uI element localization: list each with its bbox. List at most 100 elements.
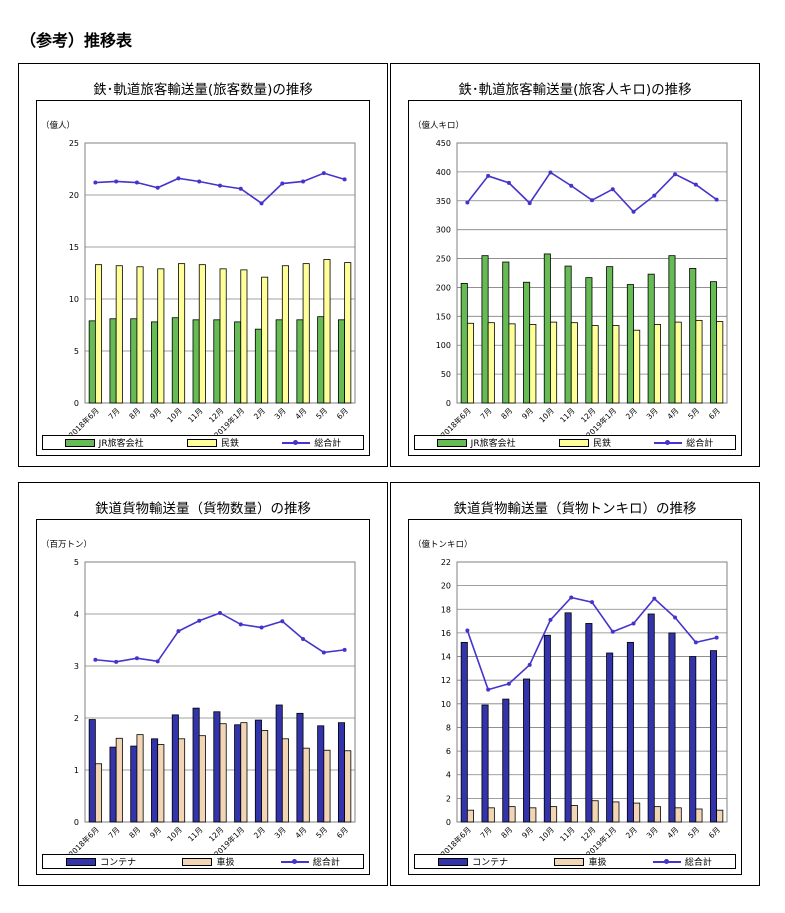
line-point [610,629,615,634]
y-tick-label: 450 [436,139,451,148]
line-point [114,179,119,184]
line-point [590,600,594,605]
legend-swatch [66,857,97,866]
x-tick-label: 11月 [558,825,576,843]
series-line [466,171,718,213]
bar [585,623,593,823]
x-tick-label: 3月 [273,825,288,840]
line-point [321,171,326,176]
bar [323,259,331,404]
bar [508,323,516,404]
line-point [197,618,202,623]
bar [94,264,103,404]
bar [689,656,697,823]
line-point [610,187,615,192]
x-tick-label: 9月 [520,406,535,421]
bar [674,807,682,823]
chart-title: 鉄･軌道旅客輸送量(旅客人キロ)の推移 [458,82,692,98]
y-tick-label: 100 [436,341,451,350]
x-tick-label: 2月 [252,406,267,421]
y-tick-label: 10 [69,295,79,304]
bar [130,745,138,823]
plot-area: （億人） 0 5 10 15 20 25 2018年6月 7月 8月 9月 10月 11月 12月 2019… [36,100,370,456]
line-point [238,622,243,627]
bar [570,322,578,404]
x-tick-label: 10月 [165,406,183,424]
line-point [155,185,160,190]
y-tick-label: 2 [446,794,451,803]
x-tick-label: 3月 [645,406,660,421]
x-tick-label: 6月 [335,406,350,421]
legend-item: JR旅客会社 [64,436,144,449]
bar [151,738,159,823]
series-line [95,612,345,663]
bar [302,747,310,823]
plot-area: （億トンキロ） 0 2 4 6 8 10 12 14 16 18 20 22 2018年6月 7月 8月 9月 1… [408,519,742,875]
legend-item: 車扱 [554,855,607,868]
line-point [569,183,574,188]
bar [198,735,206,823]
y-tick-label: 0 [74,818,79,827]
x-tick-label: 8月 [499,825,514,840]
bar [281,738,289,823]
y-tick-label: 150 [436,312,451,321]
y-tick-label: 0 [74,399,79,408]
line-point [631,621,636,626]
y-tick-label: 10 [441,700,451,709]
line-point [176,629,181,634]
chart-title: 鉄･軌道旅客輸送量(旅客数量)の推移 [93,82,313,98]
legend-swatch [438,857,469,866]
legend-item: 総合計 [652,855,712,868]
line-point [93,657,98,662]
chart-title: 鉄道貨物輸送量（貨物数量）の推移 [95,501,311,517]
bar [585,277,593,404]
x-tick-label: 9月 [148,406,163,421]
line-point [280,619,285,624]
legend-label: 民鉄 [592,439,611,449]
line-point [486,687,491,692]
bar [317,316,325,404]
y-tick-label: 14 [441,653,451,662]
legend-label: コンテナ [100,858,137,868]
line-point [280,181,285,186]
bar [281,265,289,404]
legend: JR旅客会社 民鉄 総合計 [42,435,364,450]
line-point [548,617,553,622]
x-tick-label: 5月 [314,406,329,421]
line-point [527,201,532,206]
bar [668,255,676,404]
bar [240,269,248,404]
bar [234,724,242,823]
line-point [176,176,181,181]
bar [466,322,475,404]
bar [261,276,269,404]
y-tick-label: 1 [74,766,79,775]
bar [647,273,655,404]
legend-label: 総合計 [684,858,712,868]
x-tick-label: 10月 [165,825,183,843]
x-tick-label: 11月 [186,406,204,424]
bar [612,801,620,823]
bar [591,325,599,404]
line-point [134,656,139,661]
chart-panel-freight-tons: 鉄道貨物輸送量（貨物数量）の推移 （百万トン） 0 1 2 3 4 5 2018年6月 7月 8月… [18,482,388,886]
bar [94,763,103,823]
y-tick-label: 5 [74,347,79,356]
x-tick-label: 8月 [127,406,142,421]
y-axis-label: （億人） [41,120,75,131]
bar [570,805,578,823]
bar [337,319,346,404]
x-tick-label: 8月 [499,406,514,421]
bar [171,714,179,823]
bar [136,734,144,823]
chart-svg: （億人キロ）0501001502002503003504004502018年6月… [413,120,728,440]
x-tick-label: 4月 [665,825,680,840]
bar [647,613,655,823]
bar [317,725,325,823]
line-point [259,625,264,630]
legend-swatch [282,439,311,445]
bar [543,634,551,823]
y-tick-label: 50 [441,370,451,379]
x-tick-label: 3月 [645,825,660,840]
